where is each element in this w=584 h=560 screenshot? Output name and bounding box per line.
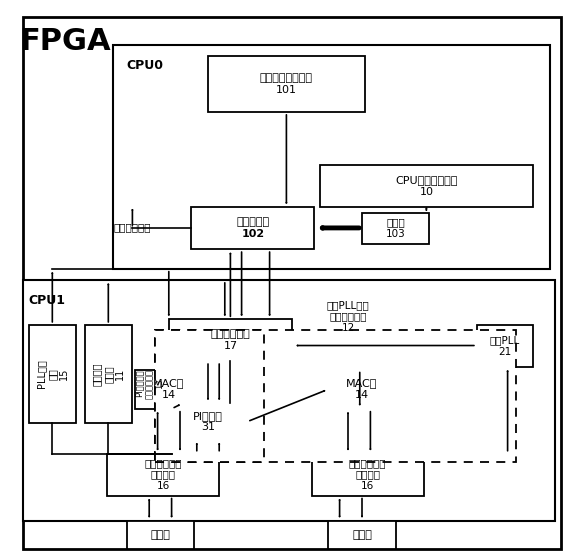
Text: MAC层
14: MAC层 14	[346, 379, 378, 400]
Text: 实时以太网控制器
101: 实时以太网控制器 101	[260, 73, 313, 95]
Text: 以太网: 以太网	[151, 530, 171, 540]
Text: CPU管理控制模块
10: CPU管理控制模块 10	[395, 175, 458, 197]
Bar	[135, 370, 203, 409]
Text: 双端口内存
102: 双端口内存 102	[237, 217, 269, 239]
Text: PLL信号
传递
15: PLL信号 传递 15	[36, 360, 69, 388]
Bar	[208, 56, 365, 112]
Bar	[169, 319, 292, 361]
Bar	[23, 280, 555, 521]
Text: PI控制环
31: PI控制环 31	[193, 410, 223, 432]
Text: 互斥器
103: 互斥器 103	[385, 217, 405, 239]
Text: 数字PLL时钟
漂移补偿模块
12: 数字PLL时钟 漂移补偿模块 12	[326, 300, 369, 333]
Bar	[328, 370, 395, 409]
Bar	[155, 330, 264, 462]
Bar	[29, 325, 77, 423]
Bar	[155, 330, 516, 462]
Bar	[477, 325, 533, 367]
Text: 固定频率
时钟源
11: 固定频率 时钟源 11	[92, 362, 125, 385]
Text: 循环中断信号: 循环中断信号	[114, 222, 151, 232]
Text: CPU1: CPU1	[29, 294, 66, 307]
Bar	[362, 213, 429, 244]
Text: CPU0: CPU0	[127, 59, 164, 72]
Bar	[320, 165, 533, 207]
Bar	[85, 325, 133, 423]
Bar	[191, 207, 314, 249]
Bar	[127, 521, 194, 549]
Bar	[113, 45, 550, 269]
Text: MAC层
14: MAC层 14	[153, 379, 185, 400]
Bar	[169, 403, 247, 440]
Bar	[328, 521, 395, 549]
Text: 物理层时钟戳
获取模块
16: 物理层时钟戳 获取模块 16	[349, 458, 387, 491]
Text: 以太网: 以太网	[352, 530, 372, 540]
Bar	[107, 454, 219, 496]
Text: 数字PLL
21: 数字PLL 21	[489, 335, 520, 357]
Bar	[312, 454, 423, 496]
Text: PI控制时钟
补偿传输模块
13: PI控制时钟 补偿传输模块 13	[134, 368, 164, 399]
Text: 本地时钟模块
17: 本地时钟模块 17	[210, 329, 251, 351]
Text: 物理层时钟戳
获取模块
16: 物理层时钟戳 获取模块 16	[144, 458, 182, 491]
Text: FPGA: FPGA	[19, 27, 111, 57]
